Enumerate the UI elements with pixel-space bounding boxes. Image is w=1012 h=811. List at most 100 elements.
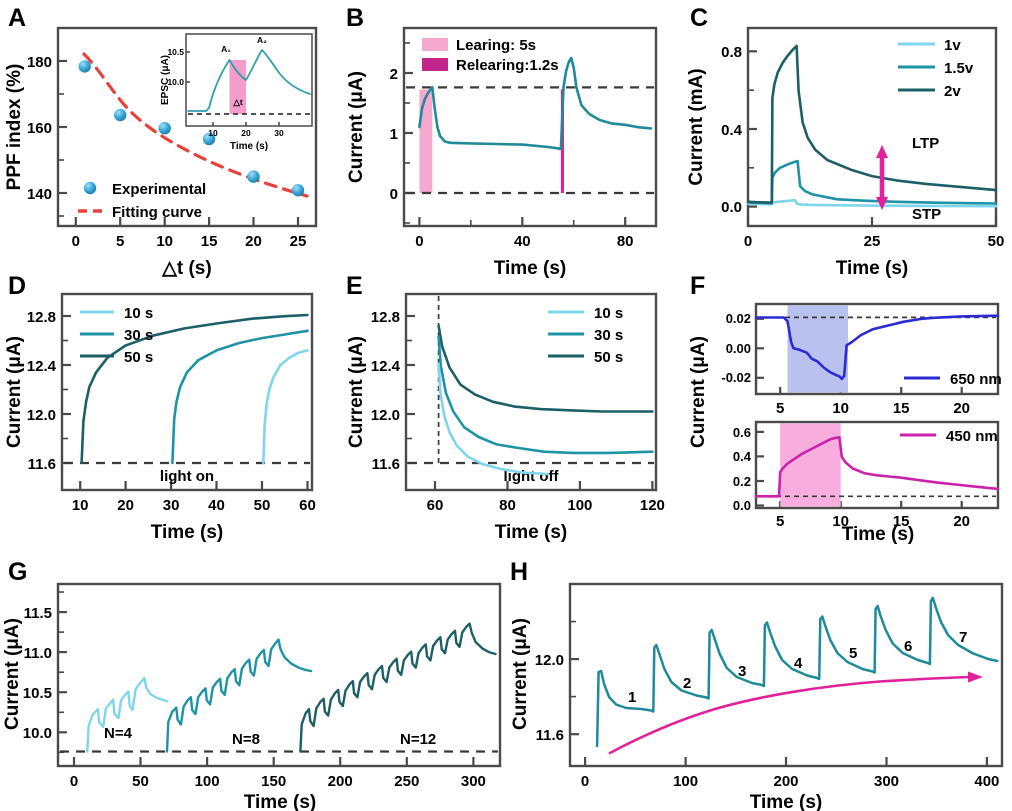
svg-text:12.8: 12.8 xyxy=(371,309,400,326)
svg-text:10.0: 10.0 xyxy=(23,725,52,742)
panel-b-yaxis: 0 1 2 xyxy=(390,42,413,224)
svg-text:10.5: 10.5 xyxy=(167,47,184,57)
legend-label-d-30s: 30 s xyxy=(124,327,153,344)
svg-text:0.0: 0.0 xyxy=(733,498,751,513)
panel-e-xaxis: 60 80 100 120 xyxy=(427,481,665,514)
svg-text:0.0: 0.0 xyxy=(721,199,742,216)
svg-text:0.2: 0.2 xyxy=(733,474,751,489)
legend-label-450nm: 450 nm xyxy=(946,428,998,445)
panel-e: 11.6 12.0 12.4 12.8 60 80 100 120 Time (… xyxy=(336,268,680,558)
legend-label-relearning: Relearing:1.2s xyxy=(456,57,559,74)
svg-text:12.4: 12.4 xyxy=(371,358,401,375)
panel-d: 11.6 12.0 12.4 12.8 10 20 30 40 50 60 Ti… xyxy=(0,268,336,558)
svg-text:0: 0 xyxy=(72,233,80,250)
legend-label-1p5v: 1.5v xyxy=(944,60,974,77)
panel-d-frame xyxy=(60,292,314,492)
svg-text:20: 20 xyxy=(245,233,262,250)
svg-text:11.6: 11.6 xyxy=(536,727,564,744)
svg-text:0: 0 xyxy=(744,233,752,250)
panel-e-curve-30s xyxy=(437,335,654,455)
panel-h-xaxis: 0 100 200 300 400 xyxy=(581,757,999,790)
panel-f-bottom-legend: 450 nm xyxy=(900,428,998,445)
panel-h-xlabel: Time (s) xyxy=(750,792,823,811)
panel-h-pulse-label-7: 7 xyxy=(959,629,967,646)
panel-a-inset-xlabel: Time (s) xyxy=(230,141,268,152)
panel-g-annotation-n8: N=8 xyxy=(232,731,260,748)
svg-text:25: 25 xyxy=(290,233,307,250)
panel-h-pulse-label-1: 1 xyxy=(628,689,636,706)
svg-text:50: 50 xyxy=(254,497,271,514)
svg-text:15: 15 xyxy=(893,400,910,417)
svg-text:60: 60 xyxy=(299,497,316,514)
svg-text:0.8: 0.8 xyxy=(721,44,742,61)
legend-label-e-30s: 30 s xyxy=(594,327,623,344)
panel-c-xlabel: Time (s) xyxy=(836,258,909,279)
svg-text:12.8: 12.8 xyxy=(27,309,56,326)
svg-text:10: 10 xyxy=(832,400,849,417)
panel-d-xaxis: 10 20 30 40 50 60 xyxy=(72,481,316,514)
svg-text:0.4: 0.4 xyxy=(721,122,743,139)
annotation-stp: STP xyxy=(912,206,941,223)
panel-h-curve xyxy=(595,596,999,748)
svg-text:11.6: 11.6 xyxy=(28,456,56,473)
panel-b-frame xyxy=(402,26,658,228)
svg-text:60: 60 xyxy=(427,497,444,514)
panel-a-xaxis: 0 5 10 15 20 25 xyxy=(72,217,307,250)
panel-e-yaxis: 11.6 12.0 12.4 12.8 xyxy=(371,309,415,473)
svg-text:20: 20 xyxy=(241,128,251,138)
legend-marker-experimental xyxy=(83,181,97,195)
legend-label-e-10s: 10 s xyxy=(594,305,623,322)
panel-d-curve-50s xyxy=(80,313,309,465)
panel-h-trend-arrow xyxy=(608,675,970,755)
panel-e-xlabel: Time (s) xyxy=(495,522,568,543)
svg-text:10: 10 xyxy=(156,233,173,250)
panel-f-top: 0.02 0.00 -0.02 5 10 15 20 650 nm xyxy=(721,302,1002,417)
panel-label-b: B xyxy=(346,4,365,32)
svg-text:40: 40 xyxy=(514,233,531,250)
svg-text:80: 80 xyxy=(499,497,516,514)
panel-g-train-n8 xyxy=(165,638,313,753)
svg-text:10: 10 xyxy=(72,497,89,514)
panel-f-ylabel: Current (μA) xyxy=(688,336,709,448)
panel-f-bottom-shade xyxy=(780,423,841,507)
panel-label-d: D xyxy=(8,272,27,300)
svg-text:12.0: 12.0 xyxy=(535,652,564,669)
legend-label-learning: Learing: 5s xyxy=(456,37,536,54)
legend-label-1v: 1v xyxy=(944,37,961,54)
svg-text:11.5: 11.5 xyxy=(24,605,52,622)
panel-label-a: A xyxy=(8,4,27,32)
svg-text:20: 20 xyxy=(953,400,970,417)
panel-g-frame xyxy=(56,582,502,768)
panel-h: 11.6 12.0 0 100 200 300 400 Time (s) Cur… xyxy=(500,554,1012,811)
panel-c: 0.0 0.4 0.8 0 25 50 Time (s) Current (mA… xyxy=(680,0,1012,300)
panel-d-xlabel: Time (s) xyxy=(151,522,224,543)
svg-text:100: 100 xyxy=(567,497,592,514)
legend-label-fitting: Fitting curve xyxy=(112,204,202,221)
svg-text:0.02: 0.02 xyxy=(726,311,751,326)
panel-e-frame xyxy=(404,292,658,492)
panel-d-legend: 10 s 30 s 50 s xyxy=(80,305,153,366)
panel-h-yaxis: 11.6 12.0 xyxy=(535,620,579,744)
svg-text:12.0: 12.0 xyxy=(371,407,400,424)
legend-swatch-learning xyxy=(422,38,448,51)
panel-c-legend: 1v 1.5v 2v xyxy=(898,37,974,100)
panel-h-trend-arrowhead xyxy=(968,671,983,683)
panel-f-curve-650nm xyxy=(754,314,1000,381)
svg-text:15: 15 xyxy=(201,233,218,250)
svg-text:50: 50 xyxy=(988,233,1005,250)
panel-label-g: G xyxy=(8,558,28,586)
panel-b-legend: Learing: 5s Relearing:1.2s xyxy=(422,37,559,74)
legend-swatch-relearning xyxy=(422,58,448,71)
panel-label-f: F xyxy=(690,272,706,300)
panel-e-curve-10s xyxy=(437,362,549,476)
inset-annotation-dt: △t xyxy=(232,97,243,107)
panel-a: 140 160 180 0 5 10 15 20 25 △t (s) PPF i… xyxy=(0,0,336,300)
panel-h-pulse-label-6: 6 xyxy=(904,638,912,655)
panel-b-curve xyxy=(418,56,653,151)
svg-text:25: 25 xyxy=(864,233,881,250)
svg-text:180: 180 xyxy=(27,54,52,71)
panel-g-xlabel: Time (s) xyxy=(244,792,317,811)
svg-text:-0.02: -0.02 xyxy=(721,370,751,385)
svg-text:50: 50 xyxy=(132,773,149,790)
panel-label-e: E xyxy=(346,272,363,300)
